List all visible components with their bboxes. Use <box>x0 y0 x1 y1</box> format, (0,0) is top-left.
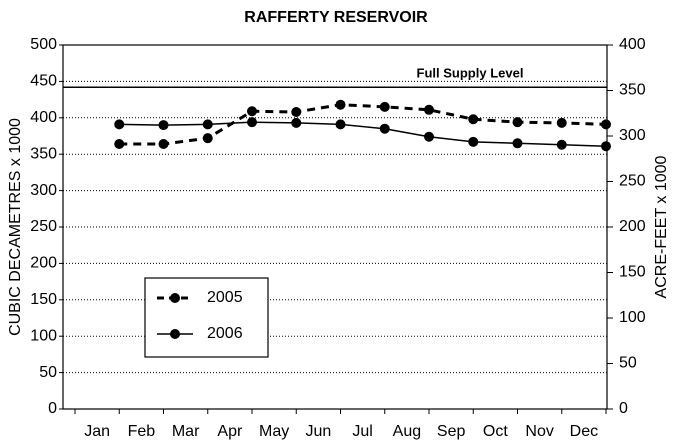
data-point <box>512 117 523 128</box>
y-tick-label: 200 <box>30 255 57 272</box>
data-point <box>202 133 213 144</box>
x-tick-label: Jun <box>305 423 331 440</box>
y-tick-label: 350 <box>30 145 57 162</box>
x-tick-label: Feb <box>128 423 156 440</box>
y2-tick-label: 250 <box>619 173 646 190</box>
data-point <box>512 138 523 149</box>
y2-tick-label: 50 <box>619 355 637 372</box>
x-tick-label: Jan <box>84 423 110 440</box>
data-point <box>556 139 567 150</box>
data-point <box>468 136 479 147</box>
x-tick-label: Sep <box>437 423 466 440</box>
x-tick-label: Jul <box>352 423 372 440</box>
x-tick-label: Nov <box>525 423 553 440</box>
data-point <box>158 139 169 150</box>
y-tick-label: 250 <box>30 218 57 235</box>
x-tick-label: May <box>259 423 289 440</box>
chart-title: RAFFERTY RESERVOIR <box>244 9 428 26</box>
legend-label: 2005 <box>207 289 243 306</box>
y2-tick-label: 200 <box>619 218 646 235</box>
y-tick-label: 450 <box>30 73 57 90</box>
y2-tick-label: 300 <box>619 127 646 144</box>
data-point <box>247 117 257 128</box>
y2-tick-label: 150 <box>619 264 646 281</box>
data-point <box>335 99 346 110</box>
y-axis-label: CUBIC DECAMETRES x 1000 <box>7 118 24 336</box>
y2-tick-label: 350 <box>619 82 646 99</box>
x-tick-label: Apr <box>217 423 243 440</box>
data-point <box>247 106 257 117</box>
series-line <box>119 121 607 147</box>
y-tick-label: 0 <box>48 400 57 417</box>
data-point <box>468 114 479 125</box>
y2-tick-label: 100 <box>619 309 646 326</box>
data-point <box>379 123 390 134</box>
y2-axis-label: ACRE-FEET x 1000 <box>653 155 670 298</box>
legend-marker <box>170 329 180 339</box>
y-tick-label: 400 <box>30 109 57 126</box>
y2-tick-label: 0 <box>619 400 628 417</box>
y-tick-label: 100 <box>30 327 57 344</box>
data-point <box>202 119 213 130</box>
data-point <box>158 120 169 131</box>
y-tick-label: 50 <box>39 364 57 381</box>
data-point <box>379 101 390 112</box>
y2-tick-label: 400 <box>619 36 646 53</box>
data-point <box>424 104 434 115</box>
legend-label: 2006 <box>207 325 243 342</box>
data-point <box>601 119 611 130</box>
data-point <box>424 131 434 142</box>
data-point <box>114 139 125 150</box>
x-tick-label: Oct <box>483 423 508 440</box>
y-tick-label: 300 <box>30 182 57 199</box>
x-tick-label: Mar <box>172 423 200 440</box>
y-tick-label: 500 <box>30 36 57 53</box>
y-tick-label: 150 <box>30 291 57 308</box>
data-point <box>291 117 302 128</box>
legend-box <box>144 277 269 358</box>
x-tick-label: Aug <box>393 423 421 440</box>
data-point <box>556 117 567 128</box>
data-point <box>291 106 302 117</box>
data-point <box>335 119 346 130</box>
data-point <box>601 141 611 152</box>
x-tick-label: Dec <box>570 423 598 440</box>
annotation: Full Supply Level <box>417 66 524 81</box>
plot-frame <box>62 44 608 410</box>
legend-marker <box>170 293 180 303</box>
data-point <box>114 119 125 130</box>
